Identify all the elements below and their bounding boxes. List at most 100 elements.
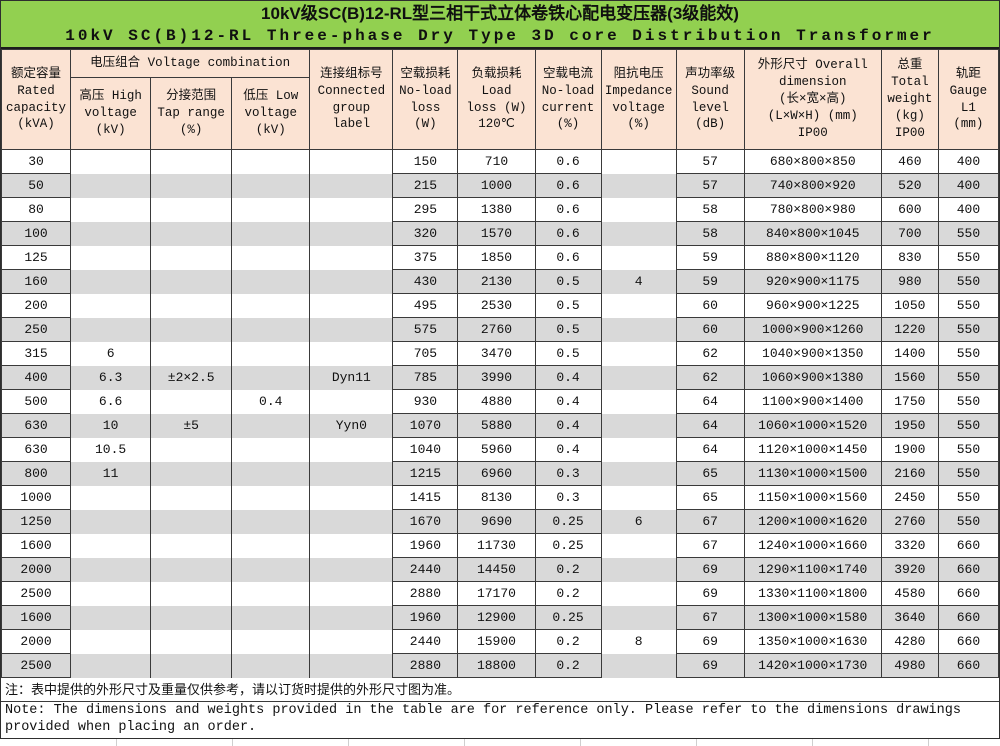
cell-weight: 1400 bbox=[880, 341, 939, 366]
cell-capacity: 200 bbox=[0, 293, 72, 318]
cell-lv bbox=[231, 533, 311, 558]
cell-weight: 4980 bbox=[880, 653, 939, 678]
cell-gauge: 550 bbox=[937, 365, 1000, 390]
cell-hv bbox=[70, 581, 152, 606]
cell-no-load-loss: 1070 bbox=[392, 413, 459, 438]
cell-hv: 6.3 bbox=[70, 365, 152, 390]
cell-weight: 4580 bbox=[880, 581, 939, 606]
cell-no-load-loss: 375 bbox=[392, 245, 459, 270]
cell-dimension: 1290×1100×1740 bbox=[743, 557, 882, 582]
cell-weight: 3920 bbox=[880, 557, 939, 582]
cell-no-load-current: 0.5 bbox=[534, 317, 602, 342]
col-header-sound-level: 声功率级 Sound level (dB) bbox=[675, 49, 745, 150]
cell-no-load-current: 0.4 bbox=[534, 365, 602, 390]
cell-load-loss: 1380 bbox=[457, 197, 536, 222]
note-english: Note: The dimensions and weights provide… bbox=[5, 703, 961, 735]
cell-lv: 0.4 bbox=[231, 389, 311, 414]
cell-dimension: 1130×1000×1500 bbox=[743, 461, 882, 486]
cell-group bbox=[309, 581, 394, 606]
cell-gauge: 660 bbox=[937, 533, 1000, 558]
cell-dimension: 1060×900×1380 bbox=[743, 365, 882, 390]
cell-no-load-current: 0.6 bbox=[534, 221, 602, 246]
cell-sound: 59 bbox=[675, 269, 745, 294]
cell-sound: 59 bbox=[675, 245, 745, 270]
cell-sound: 64 bbox=[675, 413, 745, 438]
cell-tap bbox=[150, 533, 233, 558]
cell-load-loss: 3990 bbox=[457, 365, 536, 390]
cell-no-load-loss: 295 bbox=[392, 197, 459, 222]
table-row: 2000 2440 15900 0.2 8 69 1350×1000×1630 4280 660 bbox=[0, 629, 1000, 654]
cell-impedance bbox=[600, 557, 677, 582]
cell-group bbox=[309, 605, 394, 630]
cell-tap bbox=[150, 197, 233, 222]
cell-sound: 58 bbox=[675, 221, 745, 246]
cell-capacity: 1250 bbox=[0, 509, 72, 534]
cell-load-loss: 3470 bbox=[457, 341, 536, 366]
cell-lv bbox=[231, 269, 311, 294]
cell-load-loss: 1850 bbox=[457, 245, 536, 270]
cell-no-load-current: 0.2 bbox=[534, 557, 602, 582]
cell-gauge: 400 bbox=[937, 197, 1000, 222]
cell-impedance bbox=[600, 221, 677, 246]
cell-hv bbox=[70, 245, 152, 270]
cell-group bbox=[309, 485, 394, 510]
cell-hv bbox=[70, 509, 152, 534]
title-block: 10kV级SC(B)12-RL型三相干式立体卷铁心配电变压器(3级能效) 10k… bbox=[1, 1, 999, 49]
cell-lv bbox=[231, 581, 311, 606]
cell-weight: 2760 bbox=[880, 509, 939, 534]
cell-gauge: 550 bbox=[937, 461, 1000, 486]
cell-hv bbox=[70, 317, 152, 342]
cell-group bbox=[309, 341, 394, 366]
cell-lv bbox=[231, 221, 311, 246]
cell-weight: 600 bbox=[880, 197, 939, 222]
cell-gauge: 400 bbox=[937, 173, 1000, 198]
cell-load-loss: 18800 bbox=[457, 653, 536, 678]
cell-no-load-loss: 1960 bbox=[392, 605, 459, 630]
cell-no-load-current: 0.5 bbox=[534, 341, 602, 366]
cell-weight: 1900 bbox=[880, 437, 939, 462]
cell-tap bbox=[150, 341, 233, 366]
table-row: 1250 1670 9690 0.25 6 67 1200×1000×1620 2760 550 bbox=[0, 509, 1000, 534]
cell-no-load-current: 0.5 bbox=[534, 293, 602, 318]
cell-group bbox=[309, 197, 394, 222]
cell-tap bbox=[150, 437, 233, 462]
cell-load-loss: 11730 bbox=[457, 533, 536, 558]
cell-load-loss: 17170 bbox=[457, 581, 536, 606]
cell-tap: ±2×2.5 bbox=[150, 365, 233, 390]
cell-dimension: 680×800×850 bbox=[743, 149, 882, 174]
cell-sound: 69 bbox=[675, 653, 745, 678]
cell-no-load-current: 0.6 bbox=[534, 173, 602, 198]
cell-gauge: 550 bbox=[937, 245, 1000, 270]
cell-capacity: 1600 bbox=[0, 605, 72, 630]
table-row: 160 430 2130 0.5 4 59 920×900×1175 980 550 bbox=[0, 269, 1000, 294]
cell-capacity: 2500 bbox=[0, 653, 72, 678]
cell-hv bbox=[70, 557, 152, 582]
cell-group bbox=[309, 245, 394, 270]
col-header-total-weight: 总重 Total weight (kg) IP00 bbox=[880, 49, 939, 150]
cell-capacity: 800 bbox=[0, 461, 72, 486]
cell-load-loss: 2530 bbox=[457, 293, 536, 318]
cell-no-load-current: 0.6 bbox=[534, 197, 602, 222]
cell-gauge: 550 bbox=[937, 437, 1000, 462]
table-row: 500 6.6 0.4 930 4880 0.4 64 1100×900×1400 1750 55… bbox=[0, 389, 1000, 414]
table-row: 2500 2880 17170 0.2 69 1330×1100×1800 4580 660 bbox=[0, 581, 1000, 606]
cell-dimension: 1240×1000×1660 bbox=[743, 533, 882, 558]
cell-lv bbox=[231, 413, 311, 438]
cell-dimension: 1300×1000×1580 bbox=[743, 605, 882, 630]
cell-group bbox=[309, 269, 394, 294]
bottom-gridline-strip bbox=[1, 739, 999, 746]
cell-load-loss: 12900 bbox=[457, 605, 536, 630]
col-header-rated-capacity: 额定容量 Rated capacity (kVA) bbox=[0, 49, 72, 150]
cell-weight: 2450 bbox=[880, 485, 939, 510]
cell-dimension: 1000×900×1260 bbox=[743, 317, 882, 342]
cell-impedance bbox=[600, 245, 677, 270]
cell-no-load-loss: 495 bbox=[392, 293, 459, 318]
table-row: 800 11 1215 6960 0.3 65 1130×1000×1500 2160 550 bbox=[0, 461, 1000, 486]
cell-no-load-current: 0.25 bbox=[534, 509, 602, 534]
cell-capacity: 630 bbox=[0, 413, 72, 438]
cell-load-loss: 14450 bbox=[457, 557, 536, 582]
cell-no-load-loss: 705 bbox=[392, 341, 459, 366]
cell-sound: 69 bbox=[675, 557, 745, 582]
cell-impedance bbox=[600, 653, 677, 678]
col-header-impedance-voltage: 阻抗电压 Impedance voltage (%) bbox=[600, 49, 677, 150]
